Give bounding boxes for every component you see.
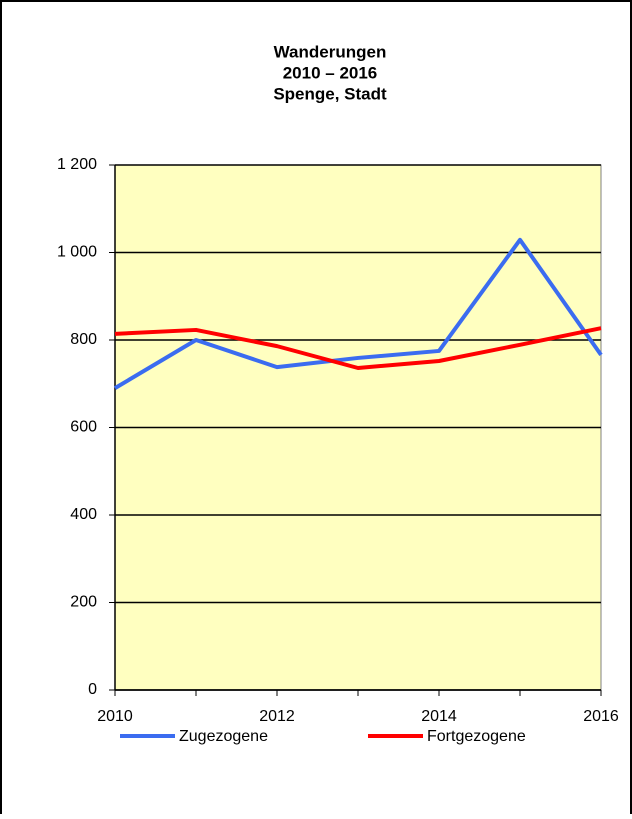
chart-title: 2010 – 2016 xyxy=(283,63,378,82)
data-line xyxy=(113,237,603,390)
y-tick-label: 400 xyxy=(70,506,97,523)
x-tick-label: 2014 xyxy=(421,708,457,725)
legend-label: Zugezogene xyxy=(179,728,268,745)
data-line xyxy=(114,326,602,370)
chart-title: Spenge, Stadt xyxy=(273,84,387,103)
y-tick-label: 800 xyxy=(70,331,97,348)
legend-label: Fortgezogene xyxy=(427,728,526,745)
y-tick-label: 600 xyxy=(70,419,97,436)
chart-title: Wanderungen xyxy=(274,42,387,61)
y-tick-label: 1 000 xyxy=(57,244,97,261)
y-tick-label: 200 xyxy=(70,594,97,611)
y-tick-label: 1 200 xyxy=(57,156,97,173)
x-tick-label: 2010 xyxy=(97,708,133,725)
y-tick-label: 0 xyxy=(88,681,97,698)
x-tick-label: 2012 xyxy=(259,708,295,725)
x-tick-label: 2016 xyxy=(583,708,619,725)
